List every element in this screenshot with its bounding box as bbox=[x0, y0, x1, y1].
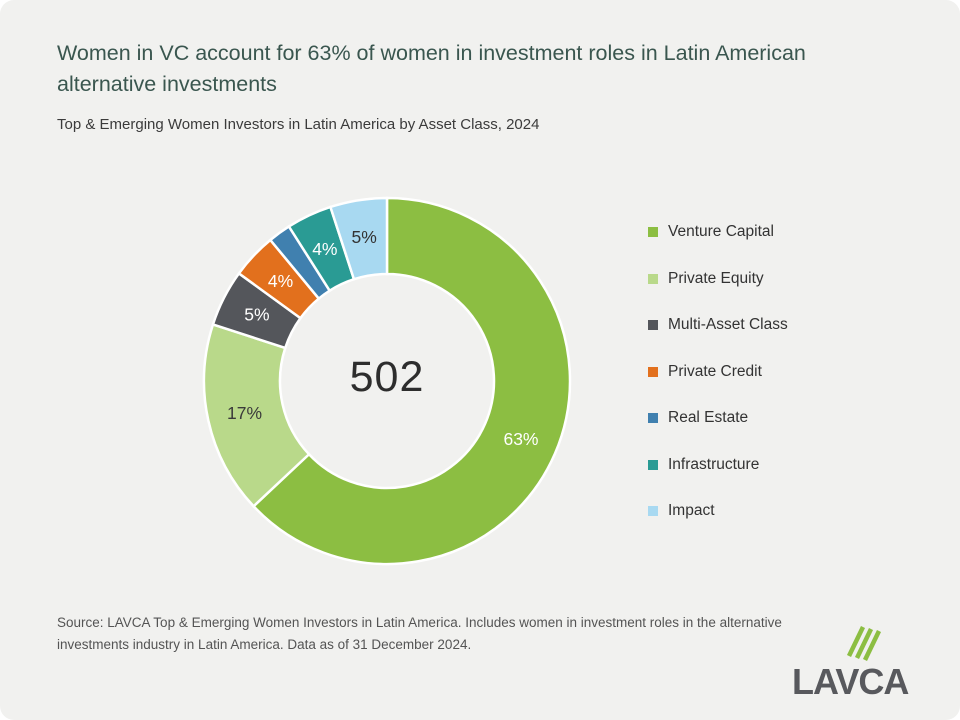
slice-value-label: 5% bbox=[352, 227, 377, 247]
legend-label: Multi-Asset Class bbox=[668, 316, 788, 333]
legend-item-private-equity: Private Equity bbox=[648, 268, 788, 290]
chart-headline: Women in VC account for 63% of women in … bbox=[57, 41, 806, 96]
donut-slice-impact bbox=[328, 196, 389, 281]
legend-label: Real Estate bbox=[668, 409, 749, 426]
legend-label: Infrastructure bbox=[668, 455, 760, 473]
legend-item-infrastructure: Infrastructure bbox=[648, 454, 788, 476]
slice-value-label: 4% bbox=[312, 239, 337, 259]
legend-label: Private Equity bbox=[668, 269, 764, 287]
slice-value-label: 5% bbox=[244, 305, 269, 325]
legend-item-private-credit: Private Credit bbox=[648, 361, 788, 383]
source-note: Source: LAVCA Top & Emerging Women Inves… bbox=[57, 615, 782, 652]
donut-center-total: 502 bbox=[349, 353, 425, 401]
lavca-logo: LAVCA bbox=[792, 626, 910, 702]
legend-item-multi-asset-class: Multi-Asset Class bbox=[648, 314, 788, 336]
chart-legend: Venture Capital Private Equity Multi-Asset… bbox=[648, 221, 788, 522]
legend-swatch bbox=[648, 227, 658, 237]
legend-label: Impact bbox=[668, 502, 715, 519]
donut-slice-venture-capital bbox=[251, 196, 572, 566]
legend-swatch bbox=[648, 459, 658, 470]
legend-label: Private Credit bbox=[668, 362, 762, 380]
legend-item-real-estate: Real Estate bbox=[648, 407, 788, 429]
legend-item-venture-capital: Venture Capital bbox=[648, 221, 788, 243]
donut-chart: 63% 17% 5% 4% 4% 5% bbox=[177, 171, 597, 591]
chart-subtitle: Top & Emerging Women Investors in Latin … bbox=[57, 116, 540, 133]
slice-value-label: 17% bbox=[227, 403, 262, 423]
legend-swatch bbox=[648, 506, 658, 516]
slice-value-label: 4% bbox=[268, 271, 293, 291]
legend-swatch bbox=[648, 366, 658, 377]
legend-swatch bbox=[648, 413, 658, 423]
legend-swatch bbox=[648, 320, 658, 330]
legend-label: Venture Capital bbox=[668, 223, 774, 240]
slice-value-label: 63% bbox=[503, 429, 538, 449]
legend-item-impact: Impact bbox=[648, 500, 788, 522]
donut-chart-svg: 63% 17% 5% 4% 4% 5% bbox=[202, 196, 572, 566]
lavca-logo-stripes bbox=[846, 626, 882, 661]
legend-swatch bbox=[648, 273, 658, 284]
lavca-logo-text: LAVCA bbox=[792, 661, 909, 702]
